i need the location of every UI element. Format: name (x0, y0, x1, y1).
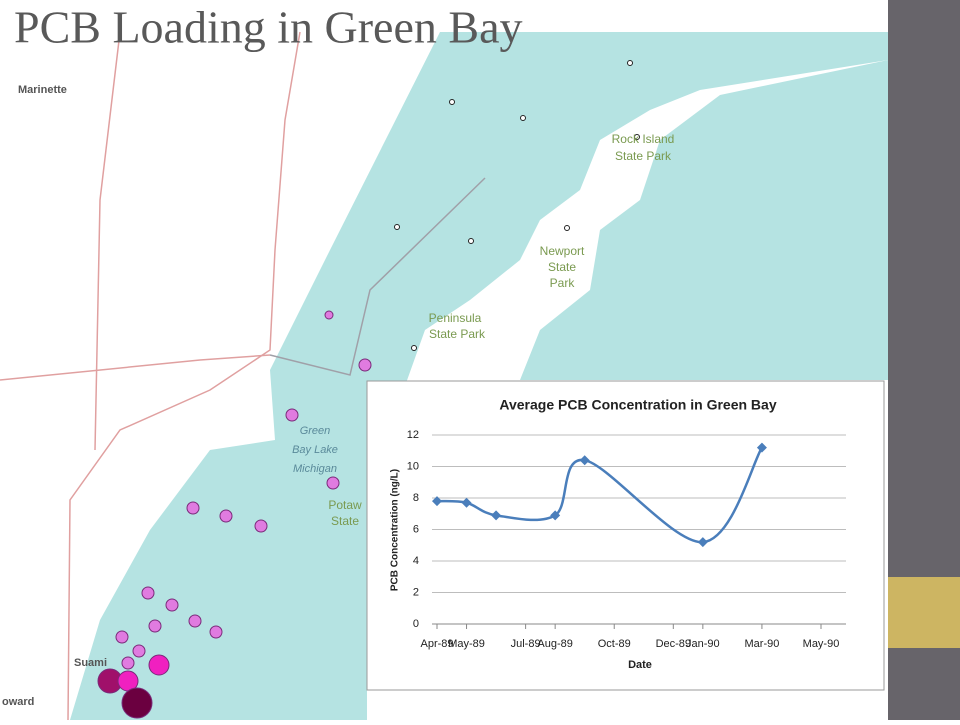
x-tick-label: Mar-90 (745, 638, 780, 650)
marker (432, 496, 442, 507)
sample-points (394, 60, 640, 351)
y-tick-label: 2 (413, 586, 419, 598)
boundaries (0, 31, 301, 721)
y-tick-label: 6 (413, 523, 419, 535)
chart-box (366, 380, 885, 691)
x-axis-label: Date (628, 659, 652, 671)
y-tick-label: 8 (413, 492, 419, 504)
x-tick-label: Apr-89 (420, 638, 453, 650)
marker (491, 510, 502, 521)
x-tick-label: May-90 (803, 638, 840, 650)
map-label: Peninsula (429, 311, 482, 325)
marker (697, 537, 708, 548)
x-tick-label: Jan-90 (686, 638, 720, 650)
slide-title: PCB Loading in Green Bay (14, 2, 523, 53)
marker (579, 455, 590, 466)
marker (550, 510, 561, 521)
x-tick-label: Aug-89 (537, 638, 572, 650)
map-label: Suami (74, 657, 107, 669)
y-tick-label: 12 (407, 429, 419, 441)
map-label: State Park (429, 327, 486, 341)
map-label: Park (550, 276, 576, 290)
map-label: Michigan (293, 463, 337, 475)
map-label: Potaw (328, 498, 362, 512)
x-tick-label: Dec-89 (656, 638, 691, 650)
y-tick-label: 10 (407, 460, 419, 472)
map-label: State (548, 260, 576, 274)
x-tick-label: Jul-89 (511, 638, 541, 650)
map-label: Rock Island (612, 132, 675, 146)
marker (756, 442, 767, 453)
chart-title: Average PCB Concentration in Green Bay (499, 397, 776, 413)
sample-points-pcb (97, 310, 372, 719)
side-accent (888, 577, 960, 648)
x-tick-label: May-89 (448, 638, 485, 650)
x-tick-label: Oct-89 (598, 638, 631, 650)
map-label: State Park (615, 149, 672, 163)
peninsula-water (520, 60, 888, 380)
y-tick-label: 4 (413, 555, 419, 567)
water-boundary (269, 177, 486, 376)
map-label: oward (2, 696, 34, 708)
island (592, 148, 648, 192)
y-axis-label: PCB Concentration (ng/L) (390, 469, 401, 591)
y-tick-label: 0 (413, 618, 419, 630)
map-label: Green (300, 425, 331, 437)
map-label: Marinette (18, 84, 67, 96)
map-label: Newport (540, 244, 585, 258)
map-label: State (331, 514, 359, 528)
map-label: Bay Lake (292, 444, 338, 456)
marker (461, 497, 472, 508)
